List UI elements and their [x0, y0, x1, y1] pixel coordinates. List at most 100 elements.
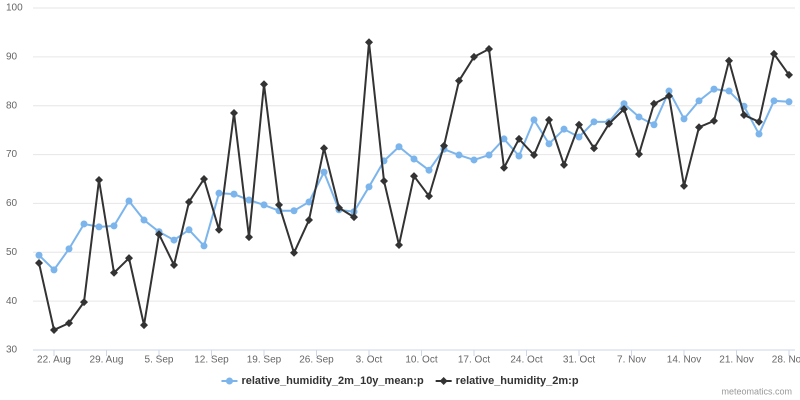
- x-tick-label: 10. Oct: [405, 355, 437, 366]
- point: [215, 225, 223, 234]
- point: [350, 213, 358, 222]
- point: [140, 216, 148, 224]
- point: [110, 222, 118, 230]
- point: [590, 144, 598, 153]
- point: [680, 115, 688, 123]
- point: [620, 105, 628, 114]
- point: [230, 109, 238, 118]
- x-tick-label: 17. Oct: [458, 355, 490, 366]
- point: [695, 97, 703, 105]
- point: [290, 248, 298, 257]
- y-tick-label: 100: [6, 3, 23, 14]
- point: [770, 97, 778, 105]
- point: [170, 260, 178, 269]
- point: [710, 85, 718, 93]
- point: [290, 207, 298, 215]
- point: [695, 123, 703, 132]
- point: [515, 152, 523, 160]
- x-tick-label: 21. Nov: [719, 355, 753, 366]
- point: [95, 223, 103, 231]
- point: [725, 56, 733, 65]
- x-tick-label: 31. Oct: [563, 355, 595, 366]
- point: [710, 116, 718, 125]
- point: [380, 176, 388, 185]
- point: [410, 172, 418, 181]
- point: [65, 319, 73, 328]
- point: [35, 259, 43, 268]
- point: [440, 141, 448, 150]
- point: [260, 201, 268, 209]
- point: [80, 220, 88, 228]
- point: [320, 168, 328, 176]
- point: [680, 181, 688, 190]
- point: [395, 143, 403, 151]
- point: [785, 70, 793, 79]
- x-tick-label: 29. Aug: [90, 355, 124, 366]
- point: [365, 38, 373, 47]
- y-tick-label: 40: [6, 296, 18, 307]
- point: [455, 151, 463, 159]
- point: [80, 298, 88, 307]
- point: [575, 120, 583, 129]
- point: [485, 45, 493, 54]
- point: [305, 216, 313, 225]
- point: [275, 200, 283, 209]
- x-tick-label: 3. Oct: [356, 355, 383, 366]
- legend: relative_humidity_2m_10y_mean:p relative_…: [221, 375, 579, 387]
- point: [455, 76, 463, 85]
- point: [665, 87, 673, 95]
- point: [410, 155, 418, 163]
- legend-item: relative_humidity_2m_10y_mean:p: [221, 375, 424, 387]
- point: [530, 116, 538, 124]
- point: [635, 150, 643, 159]
- legend-marker: [439, 377, 448, 385]
- point: [125, 197, 133, 205]
- point: [620, 100, 628, 108]
- y-tick-label: 50: [6, 247, 18, 258]
- point: [650, 99, 658, 108]
- point: [200, 175, 208, 183]
- x-tick-label: 5. Sep: [145, 355, 174, 366]
- y-tick-label: 30: [6, 345, 18, 356]
- point: [755, 117, 763, 126]
- point: [305, 198, 313, 206]
- point: [155, 230, 163, 239]
- point: [515, 134, 523, 143]
- x-tick-label: 14. Nov: [667, 355, 701, 366]
- point: [230, 190, 238, 198]
- point: [35, 251, 43, 259]
- point: [185, 197, 193, 206]
- point: [500, 135, 508, 143]
- point: [170, 236, 178, 244]
- point: [245, 196, 253, 204]
- x-tick-label: 7. Nov: [617, 355, 646, 366]
- legend-label: relative_humidity_2m:p: [456, 375, 579, 387]
- point: [110, 268, 118, 277]
- point: [485, 151, 493, 159]
- point: [770, 49, 778, 58]
- series-line: [38, 42, 790, 332]
- y-tick-label: 70: [6, 149, 18, 160]
- point: [635, 113, 643, 121]
- point: [185, 226, 193, 234]
- point: [575, 133, 583, 141]
- x-tick-label: 19. Sep: [247, 355, 282, 366]
- y-tick-label: 60: [6, 198, 18, 209]
- x-tick-label: 26. Sep: [299, 355, 334, 366]
- point: [470, 156, 478, 164]
- x-tick-label: 24. Oct: [510, 355, 542, 366]
- point: [500, 163, 508, 172]
- point: [755, 130, 763, 138]
- legend-marker: [225, 377, 233, 385]
- point: [335, 203, 343, 212]
- point: [785, 98, 793, 106]
- legend-label: relative_humidity_2m_10y_mean:p: [241, 375, 423, 387]
- point: [50, 325, 58, 334]
- point: [245, 233, 253, 242]
- point: [65, 245, 73, 253]
- x-tick-label: 28. Nov: [772, 355, 800, 366]
- point: [545, 115, 553, 124]
- point: [605, 119, 613, 128]
- point: [740, 110, 748, 119]
- point: [140, 321, 148, 330]
